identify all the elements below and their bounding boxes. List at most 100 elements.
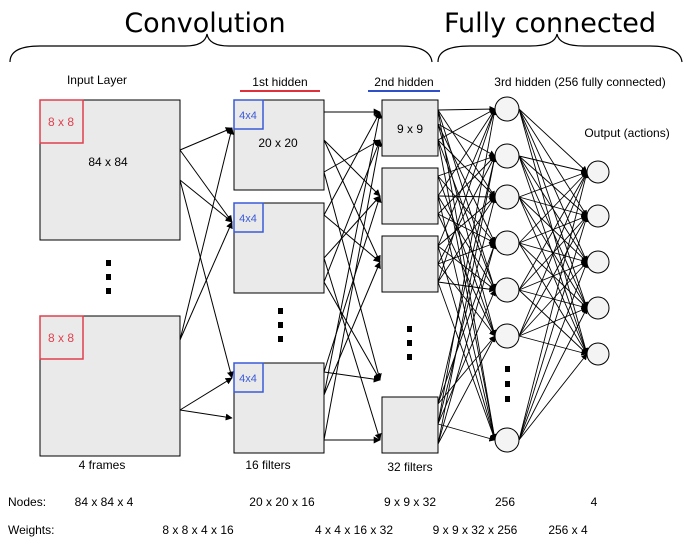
- hidden1-label: 1st hidden: [252, 75, 307, 89]
- fc-line-h2-1-3: [437, 123, 496, 244]
- hidden2-dot-1: [407, 326, 412, 332]
- fc-line-h2-7-3: [437, 242, 496, 265]
- fc-line-h2-8-0: [437, 108, 497, 283]
- fc-line-h3-5-4: [518, 335, 588, 356]
- input-filter-bottom-label: 8 x 8: [48, 331, 74, 345]
- fc-line-h3-6-2: [518, 261, 588, 441]
- fc-line-h3-3-1: [518, 215, 588, 244]
- hidden3-node-3: [494, 230, 520, 256]
- fc-line-h3-3-0: [518, 171, 588, 244]
- input-filter-top: [39, 99, 84, 144]
- fc-line-h2-4-0: [437, 108, 496, 197]
- conv-arrow-hidden1-10: [323, 195, 382, 373]
- fc-line-h2-3-5: [437, 175, 497, 337]
- hidden2-count-label: 32 filters: [387, 460, 432, 474]
- conv-arrow-hidden1-16: [323, 281, 381, 381]
- conv-arrow-hidden1-4: [323, 171, 382, 381]
- conv-arrow-hidden1-7: [323, 257, 382, 441]
- input-size-label: 84 x 84: [88, 155, 128, 169]
- fc-line-h2-10-6: [437, 423, 496, 442]
- fc-line-h2-8-2: [437, 196, 496, 283]
- hidden3-node-0: [494, 96, 520, 122]
- fc-line-h2-9-3: [437, 242, 497, 405]
- hidden1-dot-2: [278, 322, 283, 328]
- conv-arrow-input-4: [179, 221, 233, 341]
- conv-arrow-hidden1-6: [323, 214, 381, 263]
- hidden1-filter-1: [233, 99, 264, 130]
- fc-line-h2-9-5: [437, 335, 496, 405]
- section-title-convolution: Convolution: [124, 8, 285, 39]
- hidden2-box-1: [381, 99, 439, 157]
- fc-line-h2-8-4: [437, 281, 496, 293]
- fc-line-h3-2-0: [518, 170, 588, 198]
- fc-line-h3-0-0: [518, 108, 588, 173]
- conv-arrow-input-2: [179, 179, 234, 379]
- output-node-2: [586, 250, 610, 274]
- hidden3-node-6: [494, 427, 520, 453]
- input-frame-top: [39, 99, 181, 241]
- conv-arrow-hidden1-15: [323, 139, 383, 441]
- weights-value-4: 256 x 4: [548, 523, 588, 537]
- conv-arrow-hidden1-5: [323, 111, 381, 216]
- hidden1-filter-3-label: 4x4: [239, 373, 257, 385]
- weights-row-label: Weights:: [8, 523, 54, 537]
- output-node-1: [586, 204, 610, 228]
- hidden3-node-5: [494, 323, 520, 349]
- fc-line-h2-10-0: [437, 108, 498, 425]
- fc-line-h2-1-1: [437, 123, 496, 157]
- fc-line-h2-4-6: [437, 195, 497, 441]
- conv-arrow-input-7: [179, 179, 233, 223]
- weights-value-3: 9 x 9 x 32 x 256: [433, 523, 518, 537]
- nodes-value-hidden3: 256: [495, 495, 515, 509]
- conv-arrow-input-1: [179, 149, 233, 223]
- hidden1-dot-1: [278, 308, 283, 314]
- fc-line-h2-8-6: [437, 281, 497, 441]
- fc-line-h2-2-2: [437, 139, 496, 198]
- weights-value-1: 8 x 8 x 4 x 16: [162, 523, 234, 537]
- hidden2-size-label: 9 x 9: [397, 122, 423, 136]
- hidden1-size-label: 20 x 20: [258, 136, 298, 150]
- hidden1-box-3: [233, 362, 325, 454]
- fc-line-h2-10-2: [437, 196, 497, 425]
- conv-arrow-hidden1-2: [323, 139, 381, 263]
- fc-line-h2-2-4: [437, 139, 496, 291]
- nodes-row-label: Nodes:: [8, 495, 46, 509]
- conv-arrow-hidden1-8: [323, 195, 381, 259]
- conv-arrow-hidden1-12: [323, 261, 381, 396]
- fc-line-h3-2-1: [518, 196, 588, 218]
- fc-line-h3-5-1: [518, 215, 588, 337]
- fc-line-h3-5-2: [518, 261, 588, 337]
- fc-line-h2-0-2: [437, 109, 496, 198]
- hidden3-dot-1: [505, 366, 510, 372]
- fc-line-h3-1-3: [518, 155, 588, 309]
- fc-line-h2-6-0: [437, 108, 496, 247]
- input-dot-3: [106, 288, 111, 294]
- fc-line-h2-1-5: [437, 123, 497, 337]
- output-node-3: [586, 296, 610, 320]
- hidden2-label: 2nd hidden: [374, 75, 433, 89]
- fc-line-h3-1-1: [518, 155, 588, 217]
- hidden1-count-label: 16 filters: [245, 458, 290, 472]
- hidden2-box-3: [381, 235, 439, 293]
- section-title-fully-connected: Fully connected: [444, 8, 656, 39]
- conv-connections: [179, 108, 383, 444]
- conv-arrow-hidden1-13: [323, 111, 383, 396]
- output-node-0: [586, 160, 610, 184]
- conv-arrow-input-6: [179, 409, 233, 421]
- conv-arrow-hidden1-1: [323, 139, 381, 197]
- input-dot-1: [106, 260, 111, 266]
- hidden2-box-2: [381, 167, 439, 225]
- fc-line-h2-11-5: [437, 335, 496, 445]
- fc-line-h2-5-3: [437, 213, 496, 244]
- fc-line-h2-5-1: [437, 155, 496, 215]
- fc-line-h3-6-1: [518, 215, 589, 441]
- input-filter-bottom: [39, 315, 84, 360]
- hidden1-filter-3: [233, 362, 264, 393]
- fc-line-h2-5-5: [437, 213, 496, 337]
- hidden1-filter-2-label: 4x4: [239, 213, 257, 225]
- fc-line-h3-6-0: [518, 171, 589, 441]
- hidden1-box-2: [233, 202, 325, 294]
- conv-arrow-input-5: [179, 377, 233, 411]
